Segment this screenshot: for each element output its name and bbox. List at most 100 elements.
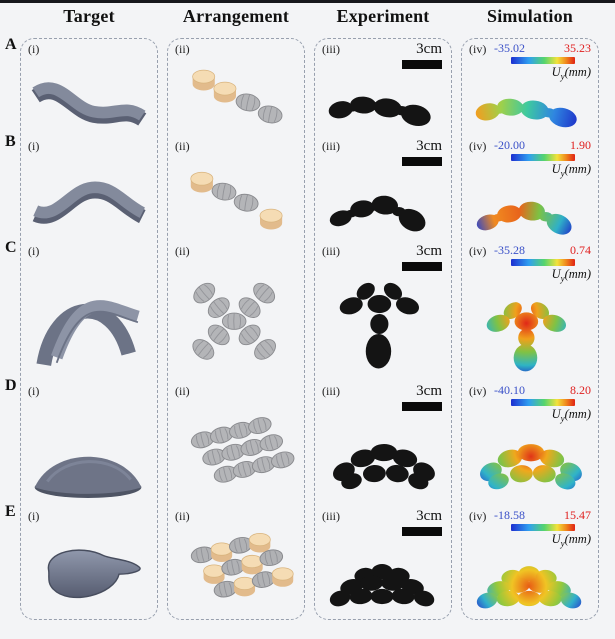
simulation-cell-c: (iv) -35.28 0.74 Uy(mm) (462, 241, 598, 381)
scale-bar-rect (402, 527, 442, 536)
target-cell-c: (i) (21, 241, 157, 381)
arrangement-cell-e: (ii) (168, 506, 304, 621)
row-label-b: B (5, 133, 16, 150)
sim-legend: -18.58 15.47 Uy(mm) (494, 509, 591, 548)
simulation-render-chain-b (476, 201, 572, 235)
top-edge-strip (0, 0, 615, 3)
panel-index-label: (ii) (175, 509, 190, 523)
panel-index-label: (iv) (469, 384, 487, 398)
target-shape-s-strip (31, 82, 147, 126)
panel-index-label: (i) (28, 139, 40, 153)
scale-bar-rect (402, 157, 442, 166)
simulation-cell-e: (iv) -18.58 15.47 Uy(mm) (462, 506, 598, 621)
simulation-cell-b: (iv) -20.00 1.90 Uy(mm) (462, 136, 598, 241)
sim-min-value: -35.02 (494, 41, 525, 55)
arrangement-cell-d: (ii) (168, 381, 304, 506)
experiment-photo-chain-a (328, 96, 431, 127)
arrangement-cross-c (188, 278, 280, 364)
sim-unit-label: Uy(mm) (551, 406, 591, 424)
panel-index-label: (iii) (322, 244, 340, 258)
panel-index-label: (iii) (322, 42, 340, 56)
arrangement-cell-c: (ii) (168, 241, 304, 381)
panel-index-label: (i) (28, 384, 40, 398)
target-shape-wave-strip (32, 181, 146, 224)
experiment-cell-a: (iii) 3cm (315, 39, 451, 136)
target-panel: (i) (i) (i) (i) (20, 38, 158, 620)
scale-bar: 3cm (402, 384, 442, 411)
arrangement-cell-b: (ii) (168, 136, 304, 241)
sim-unit-label: Uy(mm) (551, 531, 591, 549)
colorbar (510, 153, 575, 161)
panel-index-label: (iii) (322, 384, 340, 398)
sim-unit-label: Uy(mm) (551, 161, 591, 179)
experiment-cell-d: (iii) 3cm (315, 381, 451, 506)
experiment-photo-arch-d (333, 444, 435, 490)
scale-bar: 3cm (402, 244, 442, 271)
experiment-photo-chain-b (329, 195, 426, 232)
scale-bar-label: 3cm (416, 243, 442, 259)
target-shape-crossed-arches (36, 300, 140, 367)
sim-unit-label: Uy(mm) (551, 266, 591, 284)
sim-legend: -40.10 8.20 Uy(mm) (494, 384, 591, 423)
scale-bar: 3cm (402, 42, 442, 69)
scale-bar: 3cm (402, 139, 442, 166)
colorbar (510, 56, 575, 64)
column-header-simulation: Simulation (486, 6, 574, 26)
scale-bar-rect (402, 402, 442, 411)
arrangement-cell-a: (ii) (168, 39, 304, 136)
scale-bar-rect (402, 262, 442, 271)
arrangement-mat-e (189, 532, 294, 600)
simulation-cell-a: (iv) -35.02 35.23 Uy(mm) (462, 39, 598, 136)
experiment-cell-c: (iii) 3cm (315, 241, 451, 381)
sim-legend: -35.02 35.23 Uy(mm) (494, 42, 591, 81)
target-cell-d: (i) (21, 381, 157, 506)
simulation-panel: (iv) -35.02 35.23 Uy(mm) (461, 38, 599, 620)
sim-max-value: 1.90 (570, 138, 591, 152)
colorbar (510, 523, 575, 531)
colorbar (510, 398, 575, 406)
column-header-target: Target (63, 6, 115, 26)
panel-index-label: (iii) (322, 139, 340, 153)
target-cell-e: (i) (21, 506, 157, 621)
target-shape-saddle (47, 549, 141, 599)
scale-bar-label: 3cm (416, 138, 442, 154)
sim-min-value: -18.58 (494, 508, 525, 522)
panel-index-label: (ii) (175, 139, 190, 153)
arrangement-panel: (ii) (ii) (167, 38, 305, 620)
sim-unit-label: Uy(mm) (551, 64, 591, 82)
sim-min-value: -35.28 (494, 243, 525, 257)
target-shape-dome (34, 456, 142, 498)
sim-min-value: -20.00 (494, 138, 525, 152)
scale-bar-label: 3cm (416, 383, 442, 399)
experiment-panel: (iii) 3cm (iii) 3cm (314, 38, 452, 620)
colorbar (510, 258, 575, 266)
scale-bar: 3cm (402, 509, 442, 536)
panel-index-label: (iv) (469, 42, 487, 56)
sim-legend: -20.00 1.90 Uy(mm) (494, 139, 591, 178)
sim-max-value: 0.74 (570, 243, 591, 257)
row-label-a: A (5, 36, 17, 53)
sim-max-value: 35.23 (564, 41, 591, 55)
panel-index-label: (ii) (175, 244, 190, 258)
column-header-arrangement: Arrangement (182, 6, 290, 26)
experiment-cell-e: (iii) 3cm (315, 506, 451, 621)
scale-bar-label: 3cm (416, 41, 442, 57)
panel-index-label: (i) (28, 509, 40, 523)
sim-legend: -35.28 0.74 Uy(mm) (494, 244, 591, 283)
panel-index-label: (iv) (469, 244, 487, 258)
row-label-d: D (5, 377, 17, 394)
simulation-render-cross-c (486, 302, 567, 372)
arrangement-mat-d (189, 414, 297, 486)
experiment-cell-b: (iii) 3cm (315, 136, 451, 241)
column-header-experiment: Experiment (336, 6, 430, 26)
scale-bar-label: 3cm (416, 508, 442, 524)
panel-index-label: (iii) (322, 509, 340, 523)
sim-max-value: 8.20 (570, 383, 591, 397)
sim-min-value: -40.10 (494, 383, 525, 397)
row-label-c: C (5, 239, 17, 256)
simulation-render-arch-d (480, 444, 582, 490)
simulation-cell-d: (iv) -40.10 8.20 Uy(mm) (462, 381, 598, 506)
simulation-render-chain-a (475, 98, 577, 128)
panel-index-label: (i) (28, 244, 40, 258)
